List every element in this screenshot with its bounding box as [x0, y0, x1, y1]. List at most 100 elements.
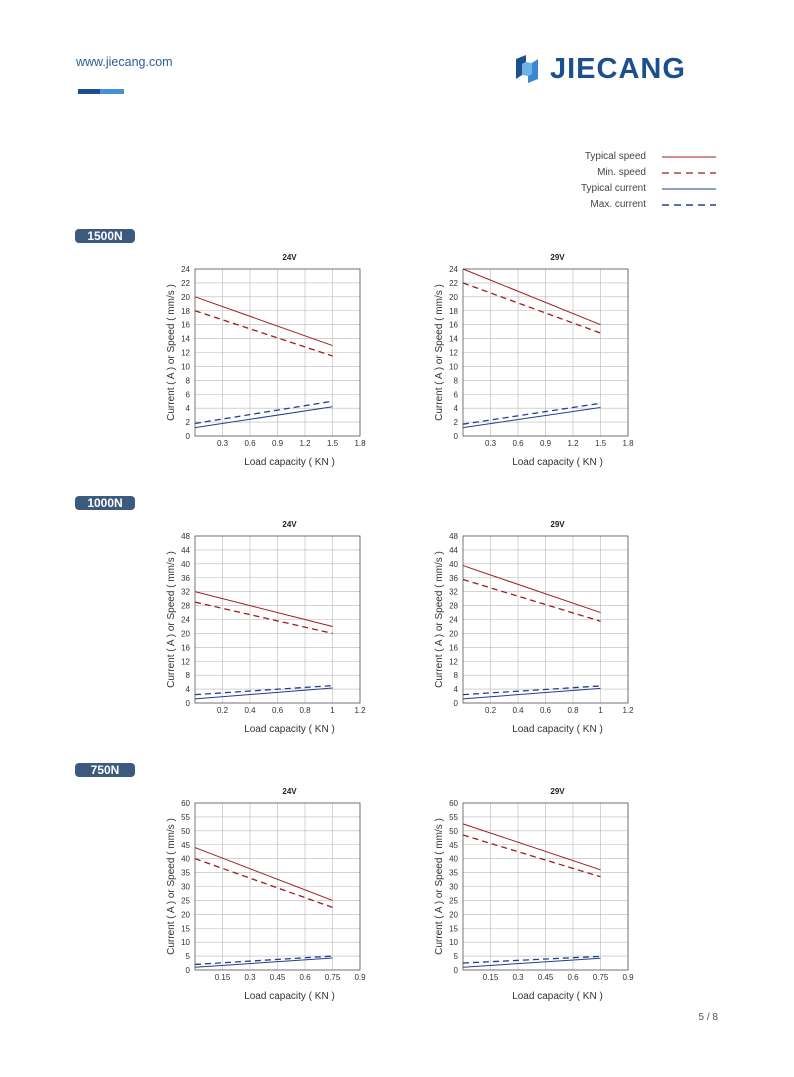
- x-tick-label: 1: [330, 706, 335, 715]
- y-tick-label: 6: [454, 390, 459, 399]
- y-tick-label: 4: [454, 685, 459, 694]
- plot-frame: [462, 535, 629, 704]
- brand-logo: JIECANG: [512, 53, 686, 85]
- y-tick-label: 60: [449, 799, 458, 808]
- x-tick-label: 1.8: [622, 439, 634, 448]
- page-number: 5 / 8: [698, 1012, 718, 1023]
- chart-title: 24V: [282, 787, 297, 796]
- y-tick-label: 48: [449, 532, 458, 541]
- x-axis-label: Load capacity ( KN ): [512, 991, 603, 1002]
- series-line-min-speed: [194, 858, 333, 908]
- y-tick-label: 10: [449, 362, 458, 371]
- y-tick-label: 55: [181, 813, 190, 822]
- plot-frame: [194, 535, 361, 704]
- y-tick-label: 25: [449, 896, 458, 905]
- y-tick-label: 0: [186, 432, 191, 441]
- y-tick-label: 30: [181, 883, 190, 892]
- chart-title: 29V: [550, 253, 565, 262]
- website-url[interactable]: www.jiecang.com: [76, 55, 173, 69]
- x-tick-label: 0.9: [354, 973, 366, 982]
- legend-swatch: [662, 188, 716, 190]
- legend-label: Max. current: [590, 199, 646, 210]
- series-line-min-speed: [194, 310, 333, 357]
- series-line-min-speed: [462, 578, 601, 622]
- x-tick-label: 1: [598, 706, 603, 715]
- y-tick-label: 0: [454, 966, 459, 975]
- chart-1500n-24v: 24V 0 2 4 6 8 10 12 14 16 18 20 22 24 0.3 0.6 0.9 1.2 1.5 1…: [160, 250, 380, 472]
- y-tick-label: 22: [181, 279, 190, 288]
- x-tick-label: 1.5: [327, 439, 339, 448]
- y-tick-label: 4: [186, 685, 191, 694]
- legend-item: Min. speed: [540, 166, 720, 182]
- series-line-typical-speed: [194, 847, 333, 901]
- y-tick-label: 24: [449, 616, 458, 625]
- x-tick-label: 1.8: [354, 439, 366, 448]
- y-tick-label: 35: [449, 869, 458, 878]
- plot-frame: [462, 802, 629, 971]
- y-tick-label: 5: [454, 952, 459, 961]
- x-tick-label: 0.8: [567, 706, 579, 715]
- y-tick-label: 40: [449, 855, 458, 864]
- chart-1000n-24v: 24V 0 4 8 12 16 20 24 28 32 36 40 44 48 0.2 0.4 0.6 0.8 1 1…: [160, 517, 380, 739]
- series-line-min-speed: [462, 282, 601, 334]
- series-line-typical-current: [462, 957, 601, 968]
- y-tick-label: 15: [449, 924, 458, 933]
- y-tick-label: 24: [449, 265, 458, 274]
- x-tick-label: 0.6: [299, 973, 311, 982]
- series-line-max-current: [194, 400, 333, 425]
- x-tick-label: 1.2: [354, 706, 366, 715]
- x-tick-label: 0.75: [593, 973, 609, 982]
- x-axis-label: Load capacity ( KN ): [244, 724, 335, 735]
- y-tick-label: 0: [454, 432, 459, 441]
- y-axis-label: Current ( A ) or Speed ( mm/s ): [434, 551, 445, 688]
- y-tick-label: 8: [454, 376, 459, 385]
- brand-name: JIECANG: [550, 53, 686, 85]
- series-line-typical-speed: [194, 296, 333, 347]
- y-tick-label: 12: [181, 657, 190, 666]
- y-tick-label: 16: [181, 643, 190, 652]
- x-tick-label: 0.3: [244, 973, 256, 982]
- series-line-typical-current: [462, 687, 601, 700]
- y-tick-label: 4: [454, 404, 459, 413]
- y-tick-label: 16: [181, 321, 190, 330]
- y-tick-label: 50: [181, 827, 190, 836]
- x-tick-label: 0.9: [540, 439, 552, 448]
- y-tick-label: 0: [186, 699, 191, 708]
- y-tick-label: 32: [181, 588, 190, 597]
- y-tick-label: 14: [449, 335, 458, 344]
- y-tick-label: 8: [186, 376, 191, 385]
- y-tick-label: 20: [449, 293, 458, 302]
- y-tick-label: 24: [181, 265, 190, 274]
- y-tick-label: 2: [454, 418, 459, 427]
- plot-frame: [194, 268, 361, 437]
- y-tick-label: 12: [449, 657, 458, 666]
- y-axis-label: Current ( A ) or Speed ( mm/s ): [166, 551, 177, 688]
- y-tick-label: 6: [186, 390, 191, 399]
- chart-title: 29V: [550, 520, 565, 529]
- y-tick-label: 15: [181, 924, 190, 933]
- legend-item: Max. current: [540, 198, 720, 214]
- legend-label: Typical current: [580, 183, 646, 194]
- y-axis-label: Current ( A ) or Speed ( mm/s ): [434, 818, 445, 955]
- x-tick-label: 0.4: [512, 706, 524, 715]
- series-line-typical-speed: [462, 268, 601, 326]
- y-tick-label: 44: [181, 546, 190, 555]
- x-tick-label: 0.3: [217, 439, 229, 448]
- logo-mark-icon: [516, 55, 538, 83]
- y-tick-label: 45: [449, 841, 458, 850]
- x-tick-label: 0.15: [215, 973, 231, 982]
- section-badge-750n: 750N: [75, 763, 135, 777]
- series-line-max-current: [194, 955, 333, 966]
- y-tick-label: 16: [449, 643, 458, 652]
- y-tick-label: 12: [181, 349, 190, 358]
- x-tick-label: 0.3: [512, 973, 524, 982]
- y-tick-label: 45: [181, 841, 190, 850]
- x-tick-label: 1.2: [622, 706, 634, 715]
- y-tick-label: 60: [181, 799, 190, 808]
- y-tick-label: 35: [181, 869, 190, 878]
- x-tick-label: 0.6: [567, 973, 579, 982]
- x-axis-label: Load capacity ( KN ): [244, 457, 335, 468]
- series-line-min-speed: [194, 601, 333, 635]
